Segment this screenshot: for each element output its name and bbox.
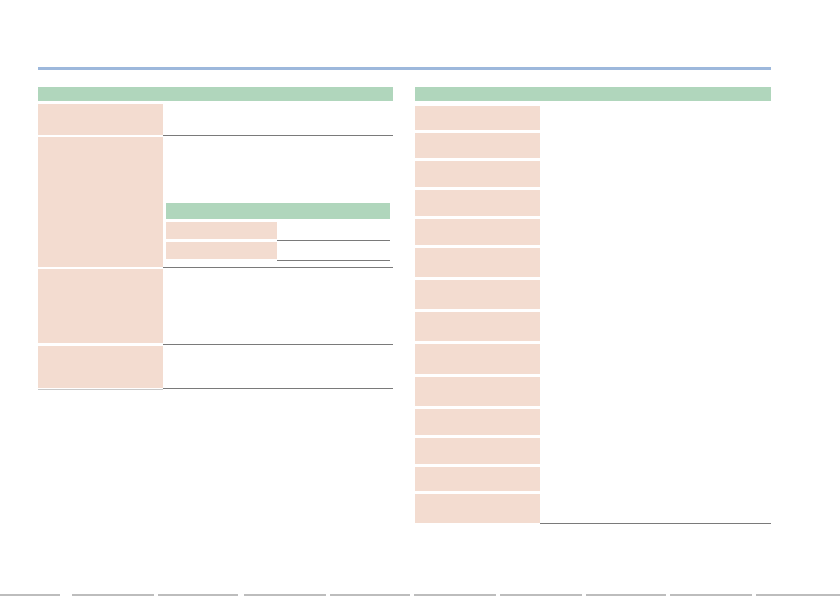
left-subtable-label-1	[166, 222, 277, 239]
left-subtable-header	[166, 203, 390, 219]
crop-mark	[500, 594, 582, 596]
right-row-label-3	[415, 161, 540, 187]
right-row-label-10	[415, 377, 540, 406]
left-row-label-1	[38, 104, 163, 135]
right-table-header	[415, 87, 771, 101]
left-row-label-3	[38, 269, 163, 343]
left-subtable-rule-2	[277, 260, 390, 261]
right-row-label-6	[415, 248, 540, 277]
left-row-rule-4	[163, 388, 393, 389]
left-row-rule-1	[163, 135, 393, 136]
left-table-header	[38, 87, 393, 101]
left-table-bottom-rule	[38, 389, 163, 390]
left-row-rule-3	[163, 344, 393, 345]
right-row-label-5	[415, 219, 540, 245]
crop-mark	[244, 594, 326, 596]
crop-mark	[72, 594, 154, 596]
right-row-label-2	[415, 133, 540, 158]
right-table-bottom-rule	[540, 523, 771, 524]
crop-mark	[330, 594, 410, 596]
page-top-rule	[38, 67, 771, 70]
crop-mark	[414, 594, 496, 596]
left-subtable-label-2	[166, 242, 277, 259]
right-row-label-14	[415, 494, 540, 523]
right-row-label-1	[415, 106, 540, 130]
left-row-label-2	[38, 137, 163, 267]
right-row-label-8	[415, 312, 540, 341]
crop-mark	[0, 594, 60, 596]
crop-mark	[586, 594, 666, 596]
crop-mark	[756, 594, 840, 596]
right-row-label-7	[415, 280, 540, 309]
crop-mark	[158, 594, 238, 596]
right-row-label-9	[415, 344, 540, 374]
right-row-label-11	[415, 409, 540, 435]
right-row-label-12	[415, 438, 540, 464]
right-row-label-13	[415, 467, 540, 491]
left-subtable-rule-1	[277, 240, 390, 241]
right-row-label-4	[415, 190, 540, 216]
left-row-rule-2	[163, 267, 393, 268]
left-row-label-4	[38, 346, 163, 388]
crop-mark	[670, 594, 752, 596]
